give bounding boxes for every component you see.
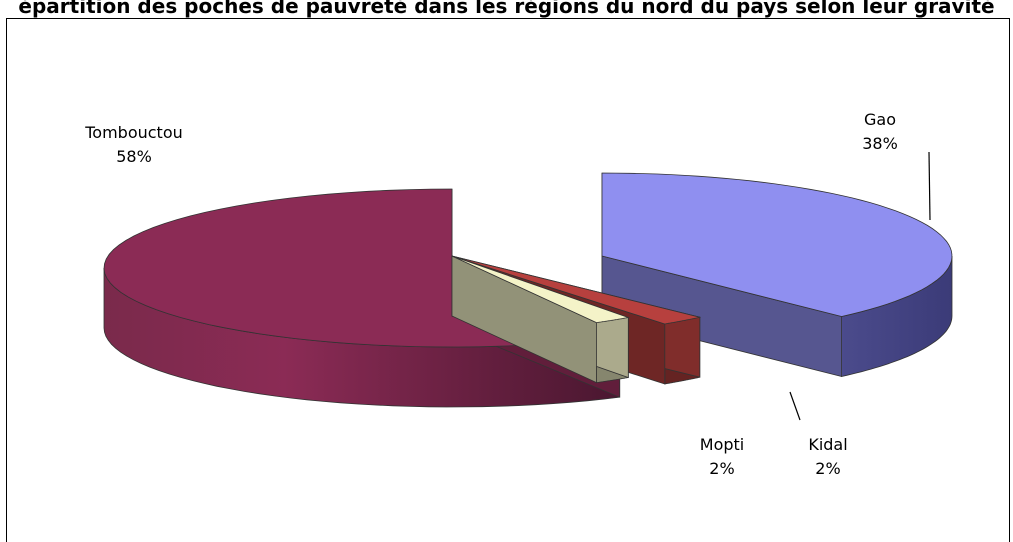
pie-slice-mopti (451, 255, 630, 384)
slice-label-percent: 2% (709, 459, 734, 478)
slice-label-tombouctou: Tombouctou 58% (84, 123, 183, 166)
slice-label-percent: 38% (862, 134, 898, 153)
slice-label-name: Gao (864, 110, 896, 129)
slice-label-name: Tombouctou (84, 123, 183, 142)
pie-slice-top-kidal (451, 255, 702, 325)
slice-label-percent: 2% (815, 459, 840, 478)
slice-label-gao: Gao 38% (862, 110, 931, 221)
slice-label-kidal: Kidal 2% (789, 391, 848, 478)
leader-line-kidal (789, 391, 801, 421)
pie-slice-top-mopti (451, 255, 630, 324)
slice-label-name: Kidal (808, 435, 847, 454)
pie-slice-gao (601, 172, 953, 378)
slice-label-name: Mopti (700, 435, 744, 454)
chart-title: épartition des poches de pauvreté dans l… (18, 0, 995, 18)
slices-layer (103, 172, 953, 408)
labels-layer: Tombouctou 58% Gao 38% Mopti 2% Kidal 2% (84, 110, 931, 478)
slice-label-mopti: Mopti 2% (700, 435, 744, 478)
pie-slice-top-gao (601, 172, 953, 317)
slice-label-percent: 58% (116, 147, 152, 166)
leader-line-gao (928, 151, 931, 221)
